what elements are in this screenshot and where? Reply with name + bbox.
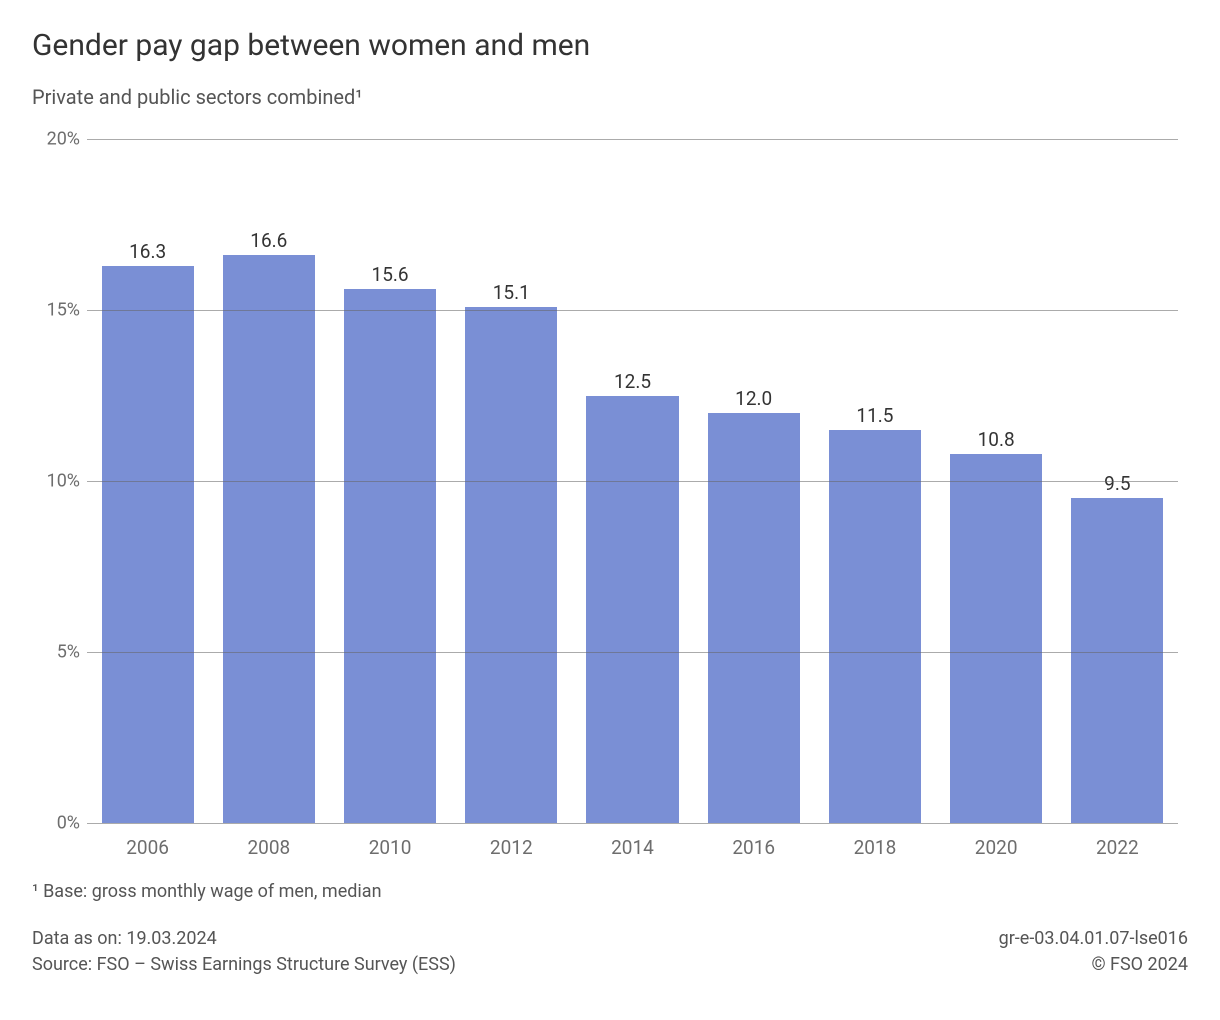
y-tick-label: 20% (32, 129, 80, 150)
y-tick-label: 15% (32, 300, 80, 321)
bar: 16.3 (102, 266, 194, 823)
copyright: © FSO 2024 (999, 952, 1188, 978)
bar-value-label: 15.1 (493, 281, 530, 304)
y-tick-label: 10% (32, 471, 80, 492)
bar-value-label: 16.6 (250, 229, 287, 252)
bar-value-label: 12.0 (735, 387, 772, 410)
gridline (87, 481, 1178, 482)
x-tick-label: 2016 (693, 836, 814, 859)
x-tick-label: 2020 (936, 836, 1057, 859)
bar-value-label: 12.5 (614, 370, 651, 393)
graphic-code: gr-e-03.04.01.07-lse016 (999, 926, 1188, 952)
bar-value-label: 9.5 (1104, 472, 1130, 495)
x-axis: 200620082010201220142016201820202022 (87, 823, 1178, 859)
y-tick-label: 0% (32, 813, 80, 834)
source-line: Source: FSO – Swiss Earnings Structure S… (32, 952, 456, 978)
x-tick-label: 2022 (1057, 836, 1178, 859)
footnote: ¹ Base: gross monthly wage of men, media… (32, 881, 1188, 902)
bar-value-label: 10.8 (978, 428, 1015, 451)
gridline (87, 139, 1178, 140)
bar-chart: 16.316.615.615.112.512.011.510.89.5 0%5%… (87, 139, 1178, 859)
chart-container: 16.3 16.6 15.6 15.1 12.5 12.0 11.5 10.8 9.5 0% 5%… (32, 139, 1188, 859)
plot-area: 16.316.615.615.112.512.011.510.89.5 0%5%… (87, 139, 1178, 823)
x-tick-label: 2014 (572, 836, 693, 859)
data-as-on: Data as on: 19.03.2024 (32, 926, 456, 952)
gridline (87, 310, 1178, 311)
bar-value-label: 11.5 (856, 404, 893, 427)
bar: 12.5 (586, 396, 678, 824)
chart-footer: Data as on: 19.03.2024 Source: FSO – Swi… (32, 926, 1188, 978)
chart-title: Gender pay gap between women and men (32, 28, 1188, 63)
bar-value-label: 16.3 (129, 240, 166, 263)
x-tick-label: 2010 (329, 836, 450, 859)
bar: 10.8 (950, 454, 1042, 823)
bar: 12.0 (708, 413, 800, 823)
bar: 9.5 (1071, 498, 1163, 823)
bar: 15.6 (344, 289, 436, 823)
bar: 15.1 (465, 307, 557, 823)
x-tick-label: 2018 (814, 836, 935, 859)
y-tick-label: 5% (32, 642, 80, 663)
chart-subtitle: Private and public sectors combined¹ (32, 85, 1188, 109)
bar: 11.5 (829, 430, 921, 823)
x-tick-label: 2006 (87, 836, 208, 859)
bar: 16.6 (223, 255, 315, 823)
x-tick-label: 2008 (208, 836, 329, 859)
bar-value-label: 15.6 (372, 263, 409, 286)
gridline (87, 652, 1178, 653)
x-tick-label: 2012 (451, 836, 572, 859)
